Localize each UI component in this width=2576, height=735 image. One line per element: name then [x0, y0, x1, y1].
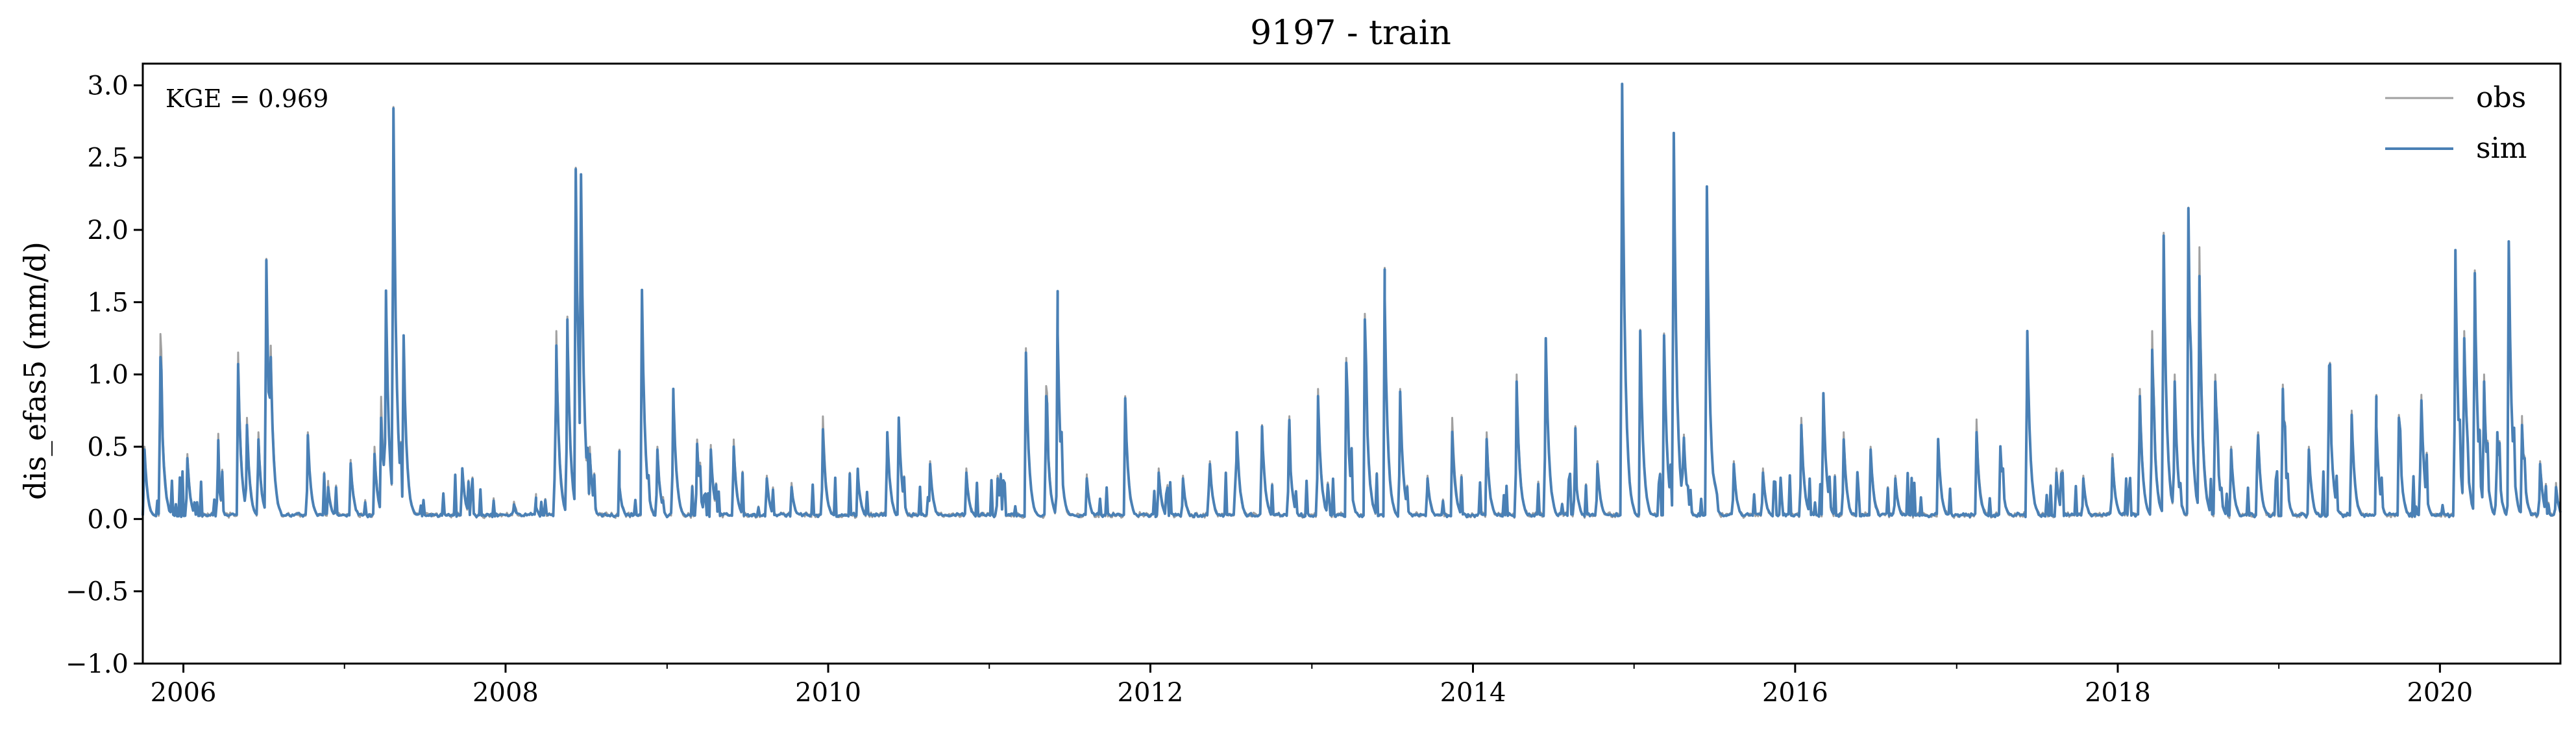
- x-tick-label: 2018: [2085, 678, 2151, 708]
- y-tick-label: 2.5: [87, 143, 129, 173]
- x-axis: 2006 2008 2010 2012 2014 2016 2018 2020: [151, 664, 2473, 708]
- y-axis: −1.0 −0.5 0.0 0.5 1.0 1.5 2.0 2.5 3.0: [66, 71, 143, 679]
- plot-area: [141, 62, 2562, 665]
- series-line-sim: [141, 82, 2562, 519]
- legend-label-sim: sim: [2476, 132, 2527, 165]
- y-tick-label: 2.0: [87, 216, 129, 245]
- x-tick-label: 2020: [2407, 678, 2473, 708]
- chart-title: 9197 - train: [1250, 14, 1451, 53]
- x-tick-label: 2010: [795, 678, 861, 708]
- x-tick-label: 2012: [1118, 678, 1184, 708]
- y-tick-label: 3.0: [87, 71, 129, 101]
- y-tick-label: 1.0: [87, 360, 129, 390]
- x-tick-label: 2014: [1440, 678, 1506, 708]
- x-tick-label: 2008: [472, 678, 539, 708]
- y-tick-label: −0.5: [66, 577, 129, 607]
- x-tick-label: 2006: [151, 678, 217, 708]
- y-tick-label: 0.5: [87, 432, 129, 462]
- y-tick-label: 0.0: [87, 505, 129, 534]
- x-tick-label: 2016: [1762, 678, 1828, 708]
- kge-annotation: KGE = 0.969: [166, 84, 328, 113]
- legend: obs sim: [2385, 81, 2527, 165]
- y-axis-label: dis_efas5 (mm/d): [18, 242, 53, 500]
- axes-frame: [141, 62, 2562, 665]
- y-tick-label: 1.5: [87, 288, 129, 318]
- y-tick-label: −1.0: [66, 649, 129, 679]
- legend-label-obs: obs: [2476, 81, 2526, 114]
